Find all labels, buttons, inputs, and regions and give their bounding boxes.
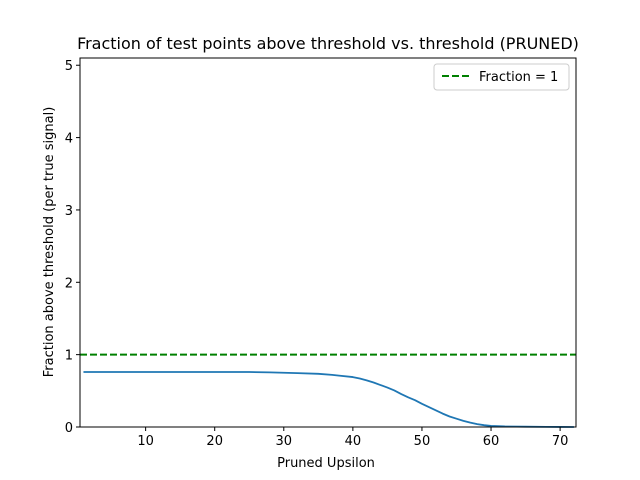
x-tick-label: 60	[483, 434, 500, 449]
y-axis: 0 1 2 3 4 5	[65, 59, 80, 436]
plot-frame	[79, 57, 577, 428]
y-tick-label: 3	[65, 204, 73, 219]
y-tick-label: 2	[65, 276, 73, 291]
x-tick-label: 40	[345, 434, 362, 449]
y-tick-label: 1	[65, 349, 73, 364]
legend-box	[433, 63, 570, 91]
series-line-0	[83, 371, 574, 428]
legend-label-fraction-1: Fraction = 1	[479, 70, 558, 85]
y-axis-label: Fraction above threshold (per true signa…	[42, 107, 57, 378]
x-tick-label: 20	[206, 434, 223, 449]
chart-title: Fraction of test points above threshold …	[77, 34, 579, 53]
y-tick-label: 0	[65, 421, 73, 436]
legend: Fraction = 1	[433, 63, 570, 91]
x-tick-label: 50	[414, 434, 431, 449]
x-tick-label: 10	[137, 434, 154, 449]
x-axis: 10 20 30 40 50 60 70	[137, 427, 568, 449]
plot-area	[80, 353, 576, 428]
x-axis-label: Pruned Upsilon	[277, 456, 375, 471]
x-tick-label: 70	[552, 434, 569, 449]
x-tick-label: 30	[276, 434, 293, 449]
y-tick-label: 5	[65, 59, 73, 74]
y-tick-label: 4	[65, 132, 73, 147]
